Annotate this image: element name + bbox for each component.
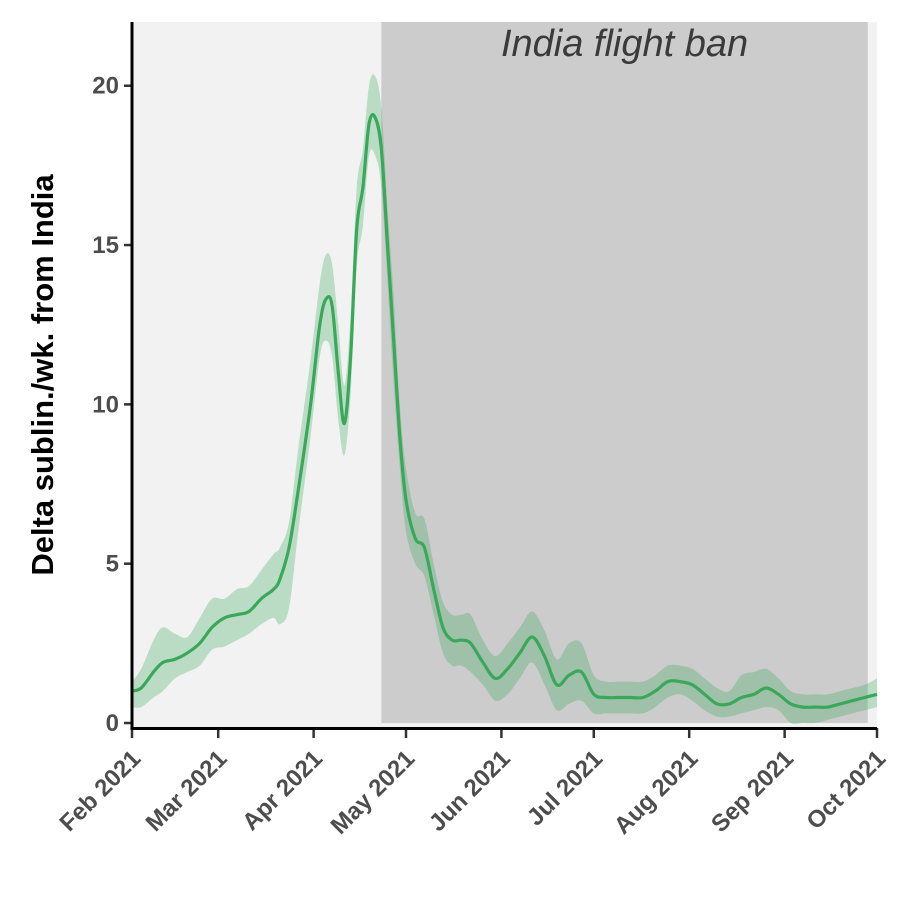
x-tick-label: Aug 2021 bbox=[609, 745, 704, 840]
x-tick-label: Apr 2021 bbox=[237, 745, 328, 836]
x-tick-label: May 2021 bbox=[326, 745, 421, 840]
flight-ban-annotation: India flight ban bbox=[501, 23, 748, 65]
y-axis-title: Delta sublin./wk. from India bbox=[25, 174, 60, 576]
y-tick-label: 15 bbox=[92, 232, 119, 259]
y-tick-label: 10 bbox=[92, 391, 119, 418]
x-tick-label: Oct 2021 bbox=[801, 745, 891, 835]
x-tick-label: Mar 2021 bbox=[141, 745, 233, 837]
x-tick-label: Jun 2021 bbox=[424, 745, 516, 837]
flight-ban-shade bbox=[381, 22, 868, 723]
y-tick-label: 20 bbox=[92, 73, 119, 100]
series-line bbox=[131, 113, 878, 709]
x-tick-label: Sep 2021 bbox=[706, 745, 799, 838]
x-tick-label: Jul 2021 bbox=[522, 745, 608, 831]
y-tick-label: 5 bbox=[106, 551, 119, 578]
y-tick-label: 0 bbox=[106, 710, 119, 737]
x-tick-label: Feb 2021 bbox=[55, 745, 147, 837]
